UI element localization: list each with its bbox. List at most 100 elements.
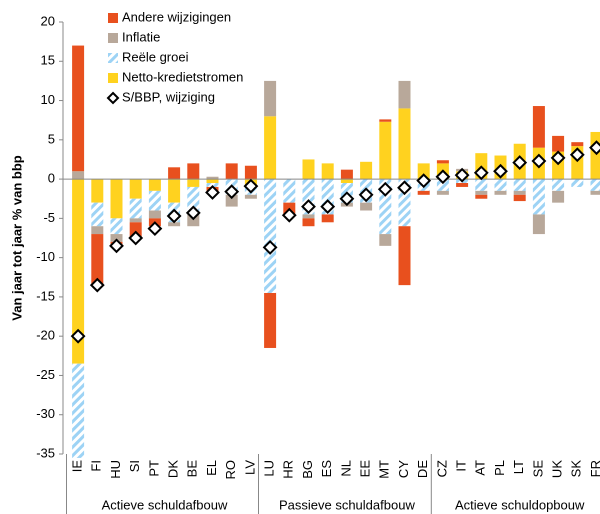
bar-segment (302, 159, 315, 180)
x-tick-label: RO (223, 460, 238, 480)
bar-segment (417, 163, 430, 180)
x-tick-label: FI (89, 460, 104, 472)
x-tick-label: BE (185, 460, 200, 478)
bar-segment (168, 222, 181, 227)
bar-segment (340, 169, 353, 180)
bar-segment (379, 119, 392, 122)
bar-segment (72, 171, 85, 180)
bar-segment (552, 179, 565, 191)
marker (397, 180, 412, 196)
x-tick-label: LT (511, 460, 526, 474)
marker (243, 178, 259, 194)
bar-segment (532, 179, 545, 215)
bar-segment (590, 179, 600, 191)
x-tick-label: LV (242, 460, 257, 475)
marker (320, 199, 336, 214)
bar-segment (206, 176, 219, 180)
bar-segment (360, 202, 373, 211)
marker (70, 328, 86, 344)
bar-segment (513, 194, 526, 202)
x-tick-label: AT (473, 460, 488, 476)
bar-segment (283, 179, 296, 203)
y-tick-label: -25 (36, 367, 55, 382)
bar-segment (494, 179, 507, 191)
marker (454, 167, 470, 183)
x-tick-label: DE (415, 460, 430, 478)
x-tick-label: CZ (434, 460, 449, 477)
marker (109, 238, 124, 254)
x-tick-label: SE (530, 460, 545, 478)
bar-segment (91, 226, 104, 235)
group-label: Actieve schuldafbouw (102, 497, 228, 512)
y-tick-label: 5 (48, 131, 55, 146)
bar-segment (494, 190, 507, 195)
x-tick-label: EL (204, 460, 219, 476)
legend-label: S/BBP, wijziging (122, 89, 215, 104)
marker (569, 147, 585, 163)
bar-segment (244, 165, 257, 180)
bar-segment (72, 179, 85, 364)
y-tick-label: 10 (41, 92, 55, 107)
bar-segment (302, 214, 315, 219)
y-tick-label: -35 (36, 445, 55, 460)
bar-segment (321, 214, 334, 223)
bar-segment (264, 292, 277, 348)
marker (473, 165, 489, 181)
marker (550, 150, 566, 166)
bar-segment (398, 80, 411, 109)
bar-segment (417, 190, 430, 195)
y-tick-label: -15 (36, 288, 55, 303)
y-tick-label: 0 (48, 171, 55, 186)
y-tick-label: 15 (41, 53, 55, 68)
x-tick-label: CY (396, 460, 411, 478)
bar-segment (91, 179, 104, 203)
x-tick-label: EE (358, 460, 373, 478)
bar-segment (475, 194, 488, 199)
y-tick-label: -5 (43, 210, 55, 225)
x-tick-label: IT (454, 460, 469, 472)
bar-segment (398, 226, 411, 286)
x-tick-label: LU (262, 460, 277, 477)
bar-segment (513, 179, 526, 191)
bar-segment (91, 202, 104, 227)
bar-segment (110, 218, 123, 235)
marker (128, 230, 144, 246)
bar-segment (436, 190, 449, 195)
bar-segment (264, 116, 277, 180)
marker (281, 207, 297, 223)
bar-segment (206, 179, 219, 184)
bar-segment (475, 179, 488, 191)
x-tick-label: PL (492, 460, 507, 476)
marker (589, 140, 600, 156)
bar-segment (590, 190, 600, 195)
marker (301, 199, 316, 214)
marker (224, 184, 240, 200)
y-tick-label: 20 (41, 13, 55, 28)
group-label: Passieve schuldafbouw (279, 497, 415, 512)
bar-segment (225, 163, 238, 180)
marker (185, 205, 201, 221)
legend-marker (106, 91, 120, 105)
bar-segment (264, 80, 277, 117)
bar-segment (571, 142, 584, 147)
bar-segment (590, 131, 600, 180)
y-axis-label: Van jaar tot jaar % van bbp (9, 155, 24, 320)
bar-segment (110, 234, 123, 242)
x-tick-label: MT (377, 460, 392, 479)
bar-segment (321, 163, 334, 180)
marker (416, 173, 432, 189)
bar-segment (187, 214, 200, 227)
x-tick-label: HR (281, 460, 296, 479)
bar-segment (187, 186, 200, 215)
bar-segment (552, 190, 565, 203)
y-tick-label: -30 (36, 406, 55, 421)
bar-segment (360, 161, 373, 180)
legend-swatch (108, 73, 118, 83)
legend-swatch (108, 53, 118, 63)
bar-segment (456, 183, 469, 187)
marker (89, 277, 105, 293)
bar-segment (148, 179, 161, 191)
bar-segment (532, 106, 545, 148)
x-tick-label: IE (70, 460, 85, 473)
